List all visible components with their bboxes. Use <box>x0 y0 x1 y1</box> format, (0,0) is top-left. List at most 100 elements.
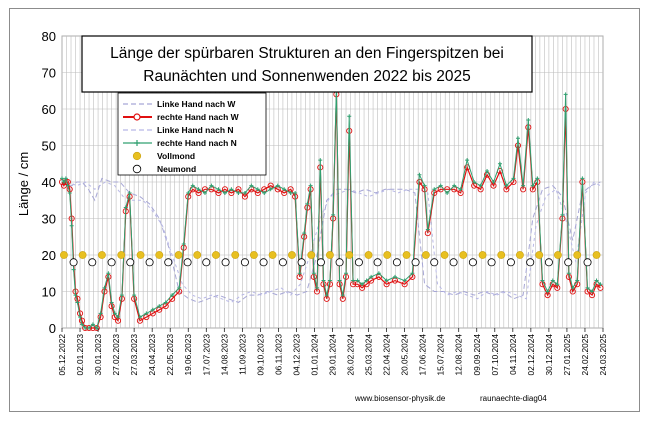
point-right-hand-n <box>384 278 389 283</box>
x-tick-label: 04.12.2023 <box>291 334 301 376</box>
point-right-hand-n <box>308 183 313 188</box>
x-tick-label: 07.10.2024 <box>490 334 500 376</box>
point-new-moon <box>564 258 573 267</box>
point-right-hand-n <box>321 278 326 283</box>
point-right-hand-n <box>422 183 427 188</box>
y-tick-label: 10 <box>42 285 56 300</box>
point-new-moon <box>583 258 592 267</box>
point-full-moon <box>459 251 468 259</box>
point-right-hand-n <box>71 267 76 272</box>
point-right-hand-n <box>360 282 365 287</box>
point-right-hand-n <box>170 293 175 298</box>
point-full-moon <box>78 251 87 259</box>
point-right-hand-n <box>65 183 70 188</box>
x-tick-label: 09.09.2024 <box>472 334 482 376</box>
point-right-hand-w <box>93 324 100 332</box>
point-new-moon <box>107 258 116 267</box>
point-right-hand-n <box>351 278 356 283</box>
point-right-hand-n <box>478 183 483 188</box>
x-tick-label: 24.04.2023 <box>147 334 157 376</box>
point-full-moon <box>136 251 145 259</box>
point-full-moon <box>421 251 430 259</box>
legend: Linke Hand nach W rechte Hand nach W Linke… <box>117 92 267 176</box>
point-new-moon <box>373 258 382 267</box>
point-right-hand-n <box>344 271 349 276</box>
y-tick-label: 20 <box>42 248 56 263</box>
point-right-hand-n <box>555 282 560 287</box>
point-right-hand-n <box>275 183 280 188</box>
legend-swatch-full-moon <box>132 151 142 161</box>
point-right-hand-n <box>116 315 121 320</box>
point-new-moon <box>297 258 306 267</box>
point-new-moon <box>544 258 553 267</box>
point-right-hand-n <box>535 176 540 181</box>
point-right-hand-n <box>566 271 571 276</box>
point-right-hand-n <box>242 190 247 195</box>
x-tick-label: 22.05.2023 <box>165 334 175 376</box>
point-new-moon <box>411 258 420 267</box>
point-right-hand-n <box>297 271 302 276</box>
title-background <box>81 35 533 93</box>
legend-label: rechte Hand nach W <box>157 112 240 122</box>
point-new-moon <box>202 258 211 267</box>
point-full-moon <box>383 251 392 259</box>
point-right-hand-n <box>458 187 463 192</box>
legend-swatch-marker <box>133 113 141 121</box>
point-full-moon <box>212 251 220 259</box>
x-tick-label: 29.01.2024 <box>328 334 338 376</box>
point-right-hand-n <box>222 190 227 195</box>
series-layer <box>58 85 604 332</box>
point-right-hand-n <box>550 278 555 283</box>
point-right-hand-n <box>75 300 80 305</box>
point-full-moon <box>592 251 601 259</box>
point-new-moon <box>221 258 230 267</box>
point-full-moon <box>535 251 544 259</box>
point-full-moon <box>364 251 373 259</box>
point-right-hand-n <box>119 293 124 298</box>
point-right-hand-n <box>98 311 103 316</box>
point-right-hand-n <box>318 158 323 163</box>
point-full-moon <box>478 251 487 259</box>
x-tick-label: 30.12.2024 <box>544 334 554 376</box>
x-tick-label: 01.01.2024 <box>309 334 319 376</box>
point-full-moon <box>231 251 240 259</box>
y-tick-label: 80 <box>42 29 56 44</box>
point-right-hand-w <box>514 142 522 149</box>
point-right-hand-n <box>585 285 590 290</box>
point-new-moon <box>126 258 135 267</box>
point-new-moon <box>335 258 344 267</box>
point-right-hand-n <box>452 183 457 188</box>
point-new-moon <box>354 258 363 267</box>
point-right-hand-n <box>262 190 267 195</box>
point-right-hand-n <box>472 180 477 184</box>
point-right-hand-n <box>590 289 595 294</box>
point-right-hand-n <box>78 315 83 320</box>
x-tick-label: 06.11.2023 <box>273 334 283 375</box>
legend-background <box>117 92 267 176</box>
y-tick-label: 30 <box>42 212 56 227</box>
point-right-hand-n <box>563 92 568 97</box>
point-right-hand-n <box>268 187 273 192</box>
point-right-hand-n <box>249 183 254 188</box>
chart-svg: 0 10 20 30 40 50 60 70 80 05.12.2022 02.01.2023 30.… <box>16 29 608 403</box>
point-full-moon <box>268 251 277 259</box>
legend-label: Vollmond <box>157 151 195 161</box>
chart-title-line1: Länge der spürbaren Strukturen an den Fi… <box>110 45 504 62</box>
point-new-moon <box>88 258 97 267</box>
point-right-hand-n <box>392 274 397 279</box>
y-axis-label: Länge / cm <box>16 152 31 216</box>
point-right-hand-n <box>445 190 450 195</box>
point-right-hand-n <box>580 176 585 181</box>
point-right-hand-n <box>60 176 64 181</box>
point-full-moon <box>155 251 164 259</box>
point-right-hand-n <box>83 326 88 330</box>
point-right-hand-n <box>327 278 332 283</box>
point-right-hand-n <box>598 282 603 287</box>
x-tick-label: 02.01.2023 <box>75 334 85 376</box>
x-tick-label: 19.06.2023 <box>183 334 193 376</box>
point-right-hand-n <box>402 278 407 283</box>
point-full-moon <box>573 251 582 259</box>
point-right-hand-n <box>432 187 437 192</box>
x-tick-label: 26.02.2024 <box>346 334 356 376</box>
point-new-moon <box>278 258 287 267</box>
